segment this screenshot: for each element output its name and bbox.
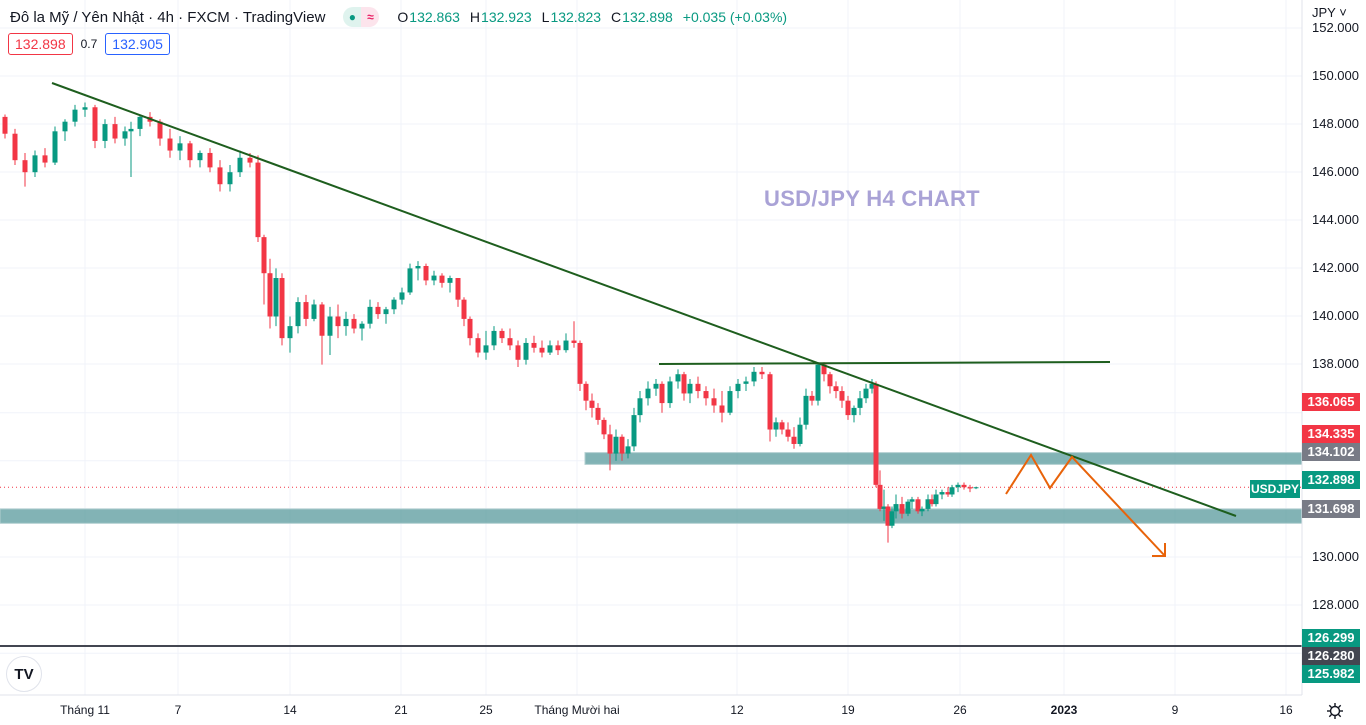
time-tick: 16 — [1279, 703, 1293, 717]
chart-annotation-text: USD/JPY H4 CHART — [764, 186, 980, 211]
currency-selector[interactable]: JPY ˅ — [1312, 5, 1347, 20]
time-tick: 7 — [174, 703, 182, 717]
time-tick: Tháng 11 — [60, 703, 110, 717]
market-status[interactable]: ● ≈ — [343, 7, 380, 27]
high-label: H — [469, 9, 481, 25]
time-tick: 19 — [841, 703, 855, 717]
ohlc-values: O132.863 H132.923 L132.823 C132.898 +0.0… — [397, 9, 787, 25]
market-open-icon: ● — [343, 7, 362, 27]
price-tick: 148.000 — [1312, 116, 1359, 131]
close-label: C — [611, 9, 622, 25]
time-tick: Tháng Mười hai — [534, 703, 620, 717]
symbol-price-tag: USDJPY — [1250, 480, 1300, 498]
tradingview-logo[interactable]: TV — [6, 656, 42, 692]
price-level-tag: 126.299 — [1302, 629, 1360, 647]
low-label: L — [541, 9, 550, 25]
time-tick: 9 — [1171, 703, 1179, 717]
open-label: O — [397, 9, 409, 25]
high-value: 132.923 — [481, 9, 532, 25]
support-zones — [0, 452, 1303, 524]
price-change: +0.035 (+0.03%) — [682, 9, 788, 25]
settings-gear-icon[interactable] — [1326, 702, 1344, 720]
time-tick: 14 — [283, 703, 297, 717]
time-tick: 26 — [953, 703, 967, 717]
symbol-title[interactable]: Đô la Mỹ / Yên Nhật · 4h · FXCM · Tradin… — [10, 8, 326, 26]
price-level-tag: 126.280 — [1302, 647, 1360, 665]
price-level-tag: 125.982 — [1302, 665, 1360, 683]
candlestick-series — [2, 102, 979, 543]
price-tick: 146.000 — [1312, 164, 1359, 179]
price-level-tag: 132.898 — [1302, 471, 1360, 489]
time-tick: 25 — [479, 703, 493, 717]
trade-buttons: 132.898 0.7 132.905 — [8, 33, 170, 55]
price-tick: 142.000 — [1312, 260, 1359, 275]
price-tick: 152.000 — [1312, 20, 1359, 35]
grid-lines — [0, 0, 1302, 695]
price-tick: 144.000 — [1312, 212, 1359, 227]
time-tick: 21 — [394, 703, 408, 717]
price-level-tag: 134.335 — [1302, 425, 1360, 443]
price-tick: 150.000 — [1312, 68, 1359, 83]
price-tick: 140.000 — [1312, 308, 1359, 323]
chart-header: Đô la Mỹ / Yên Nhật · 4h · FXCM · Tradin… — [10, 7, 787, 27]
price-level-tag: 136.065 — [1302, 393, 1360, 411]
time-tick: 12 — [730, 703, 744, 717]
data-delay-icon: ≈ — [361, 7, 380, 27]
open-value: 132.863 — [409, 9, 460, 25]
sell-button[interactable]: 132.898 — [8, 33, 73, 55]
low-value: 132.823 — [550, 9, 602, 25]
time-tick: 2023 — [1050, 703, 1078, 717]
price-tick: 128.000 — [1312, 597, 1359, 612]
buy-button[interactable]: 132.905 — [105, 33, 170, 55]
price-level-tag: 134.102 — [1302, 443, 1360, 461]
close-value: 132.898 — [622, 9, 673, 25]
price-tick: 130.000 — [1312, 549, 1359, 564]
spread-value: 0.7 — [80, 37, 98, 51]
price-level-tag: 131.698 — [1302, 500, 1360, 518]
trend-drawings[interactable] — [0, 82, 1302, 648]
price-tick: 138.000 — [1312, 356, 1359, 371]
